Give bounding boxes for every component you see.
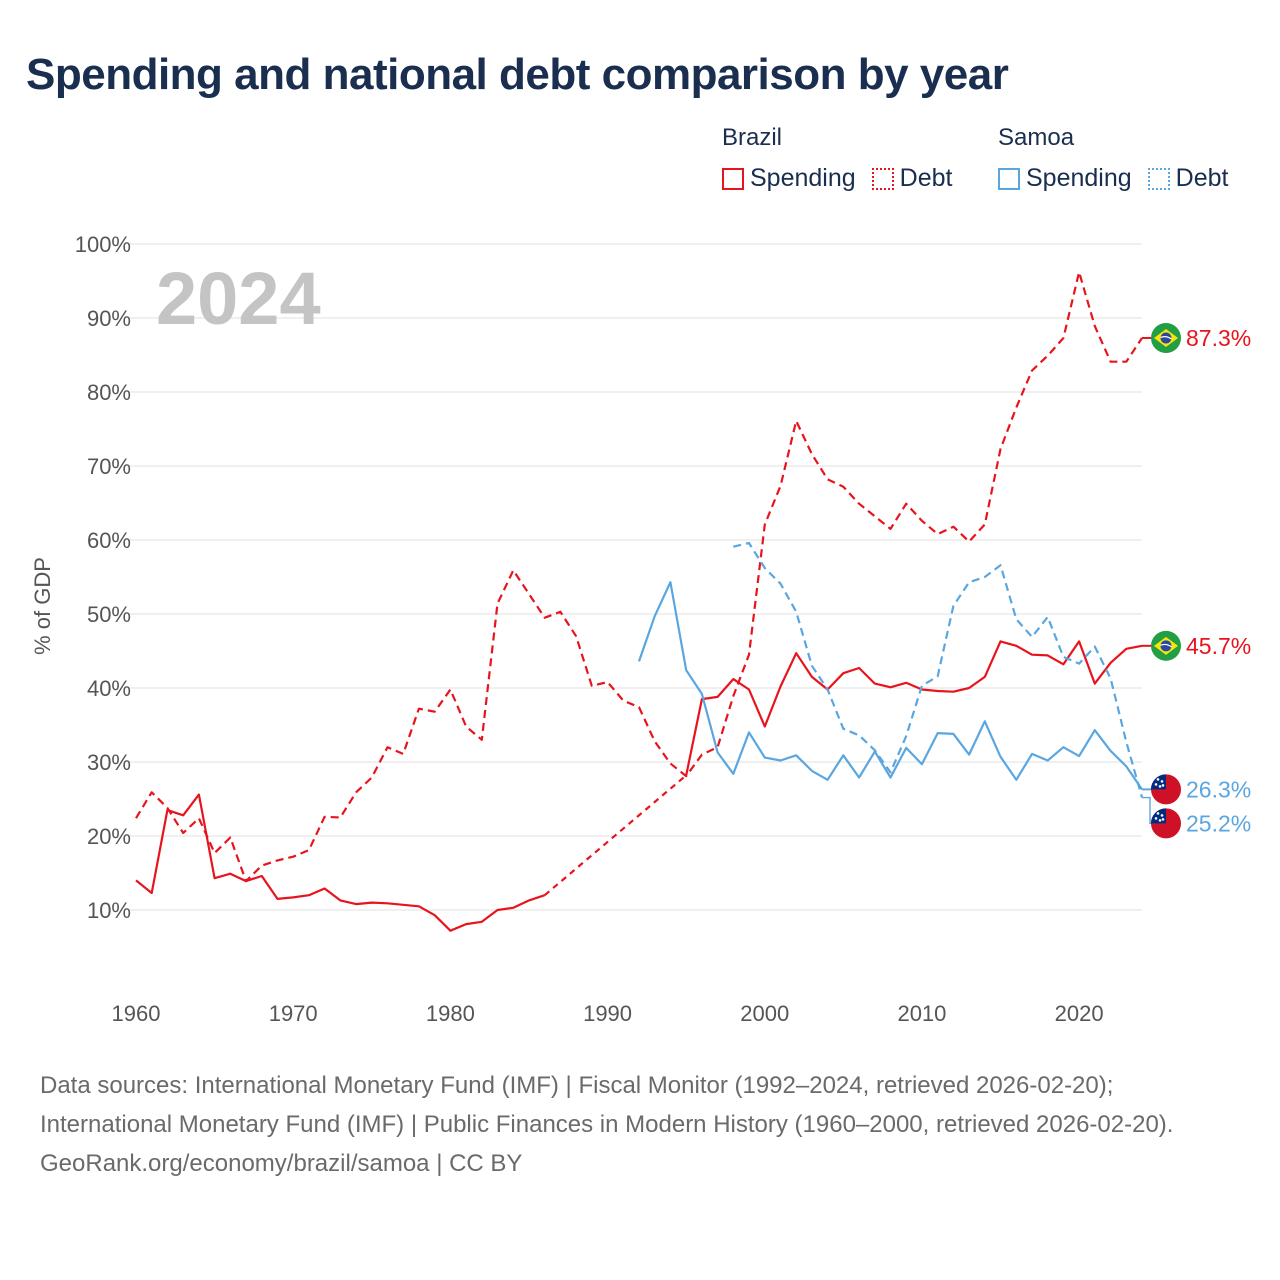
series-gap-bridge — [543, 774, 687, 897]
y-axis: 10% 20% 30% 40% 50% 60% 70% 80% 90% 100% — [75, 232, 131, 923]
legend-item-samoa-debt[interactable]: Debt — [1147, 164, 1229, 193]
brazil-flag-icon — [1151, 322, 1181, 353]
chart-title: Spending and national debt comparison by… — [26, 50, 1009, 99]
series-line-brazil-spending — [685, 640, 1143, 776]
end-value-label: 87.3% — [1186, 325, 1251, 351]
credit-link[interactable]: GeoRank.org/economy/brazil/samoa | CC BY — [40, 1150, 523, 1177]
legend-country-brazil: Brazil — [722, 124, 783, 151]
line-chart: 10% 20% 30% 40% 50% 60% 70% 80% 90% 100% 1960 1970… — [30, 232, 1251, 1026]
flag-star — [1154, 783, 1158, 786]
end-value-label: 25.2% — [1186, 810, 1251, 836]
flag-canton — [1151, 808, 1166, 824]
solid-swatch-icon — [998, 167, 1020, 190]
legend-item-brazil-debt[interactable]: Debt — [871, 164, 953, 193]
legend-item-samoa-spending[interactable]: Spending — [998, 164, 1132, 193]
y-axis-title: % of GDP — [30, 557, 55, 655]
x-axis: 1960 1970 1980 1990 2000 2010 2020 — [112, 1001, 1104, 1026]
y-tick-label: 60% — [87, 528, 131, 553]
y-tick-label: 30% — [87, 750, 131, 775]
y-tick-label: 20% — [87, 824, 131, 849]
series-layer — [135, 271, 1144, 932]
flag-star — [1158, 819, 1162, 822]
legend-country-samoa: Samoa — [998, 124, 1075, 151]
y-tick-label: 90% — [87, 306, 131, 331]
footer: Data sources: International Monetary Fun… — [40, 1066, 1240, 1183]
y-tick-label: 100% — [75, 232, 131, 257]
brazil-flag-icon — [1151, 630, 1181, 661]
legend-label: Debt — [899, 164, 953, 192]
x-tick-label: 1970 — [269, 1001, 318, 1026]
samoa-flag-icon — [1151, 808, 1181, 839]
x-tick-label: 1990 — [583, 1001, 632, 1026]
legend-label: Spending — [750, 164, 856, 192]
dotted-swatch-icon — [1147, 167, 1170, 190]
series-line-brazil-debt — [135, 271, 1143, 883]
flag-star — [1161, 818, 1165, 821]
y-tick-label: 10% — [87, 898, 131, 923]
legend-group-samoa: Samoa Spending Debt — [998, 124, 1244, 193]
flag-band — [1160, 336, 1172, 340]
samoa-flag-icon — [1151, 774, 1181, 805]
x-tick-label: 2000 — [740, 1001, 789, 1026]
y-tick-label: 40% — [87, 676, 131, 701]
x-tick-label: 1960 — [112, 1001, 161, 1026]
flag-star — [1160, 814, 1164, 817]
x-tick-label: 1980 — [426, 1001, 475, 1026]
end-value-label: 26.3% — [1186, 776, 1251, 802]
flag-band — [1160, 643, 1172, 648]
dotted-swatch-icon — [871, 167, 894, 190]
y-tick-label: 70% — [87, 454, 131, 479]
leader-line — [1142, 796, 1152, 825]
year-label: 2024 — [156, 257, 321, 340]
x-tick-label: 2010 — [897, 1001, 946, 1026]
series-line-samoa-debt — [733, 541, 1144, 798]
flag-globe — [1160, 332, 1172, 344]
flag-star — [1154, 817, 1158, 820]
flag-star — [1158, 785, 1162, 788]
x-tick-label: 2020 — [1055, 1001, 1104, 1026]
flag-star — [1161, 784, 1165, 787]
end-labels: 87.3% 45.7% 26.3% 25.2% — [1142, 322, 1251, 839]
flag-globe — [1160, 640, 1172, 652]
y-tick-label: 80% — [87, 380, 131, 405]
legend-label: Spending — [1026, 164, 1132, 192]
flag-star — [1156, 812, 1160, 815]
series-line-samoa-spending — [637, 581, 1143, 791]
legend-group-brazil: Brazil Spending Debt — [722, 124, 968, 193]
solid-swatch-icon — [722, 167, 744, 190]
legend-label: Debt — [1175, 164, 1229, 192]
data-sources: Data sources: International Monetary Fun… — [40, 1072, 1174, 1138]
legend-item-brazil-spending[interactable]: Spending — [722, 164, 856, 193]
grid — [128, 243, 1142, 911]
end-value-label: 45.7% — [1186, 633, 1251, 659]
flag-canton — [1151, 774, 1166, 790]
y-tick-label: 50% — [87, 602, 131, 627]
flag-star — [1160, 780, 1164, 783]
flag-star — [1156, 778, 1160, 781]
series-line-brazil-spending — [135, 793, 546, 932]
